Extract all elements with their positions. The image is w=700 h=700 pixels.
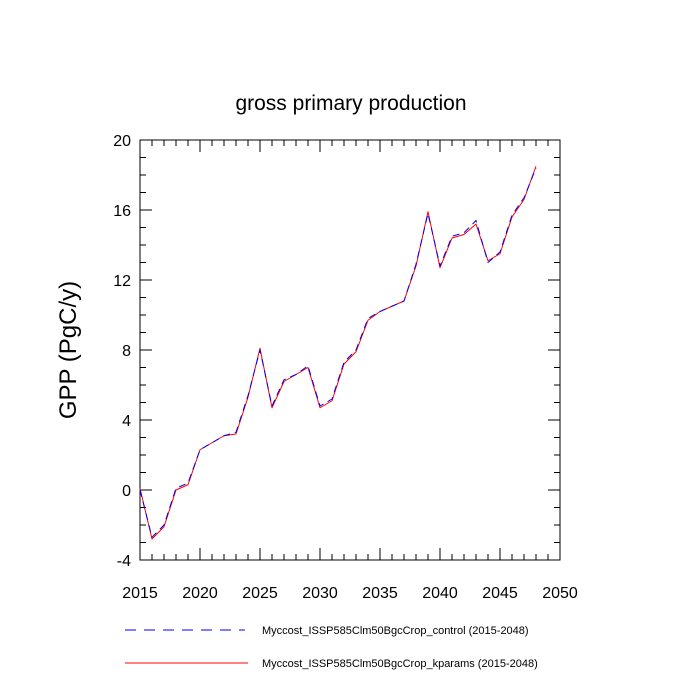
x-tick-label: 2025: [242, 585, 278, 602]
x-tick-label: 2045: [482, 585, 518, 602]
y-tick-label: 8: [122, 343, 131, 360]
y-axis-label: GPP (PgC/y): [55, 281, 82, 419]
x-tick-label: 2035: [362, 585, 398, 602]
chart-title: gross primary production: [235, 92, 466, 115]
x-tick-label: 2030: [302, 585, 338, 602]
x-tick-label: 2050: [542, 585, 578, 602]
legend-label-control: Myccost_ISSP585Clm50BgcCrop_control (201…: [262, 625, 529, 637]
x-tick-label: 2015: [122, 585, 158, 602]
y-tick-label: 20: [113, 133, 131, 150]
legend: Myccost_ISSP585Clm50BgcCrop_control (201…: [125, 625, 538, 670]
series-line-control: [139, 167, 537, 538]
y-tick-label: 16: [113, 203, 131, 220]
y-tick-label: -4: [117, 553, 131, 570]
y-tick-label: 12: [113, 273, 131, 290]
series-lines: [139, 166, 537, 540]
y-tick-label: 4: [122, 413, 131, 430]
legend-label-kparams: Myccost_ISSP585Clm50BgcCrop_kparams (201…: [262, 658, 538, 670]
axis-tick-labels: 2015 2020 2025 2030 2035 2040 2045 2050 -4 0 4 8 12 1…: [113, 133, 578, 602]
axis-ticks: [139, 139, 561, 561]
y-tick-label: 0: [122, 483, 131, 500]
plot-frame: [139, 139, 561, 561]
x-tick-label: 2040: [422, 585, 458, 602]
x-tick-label: 2020: [182, 585, 218, 602]
